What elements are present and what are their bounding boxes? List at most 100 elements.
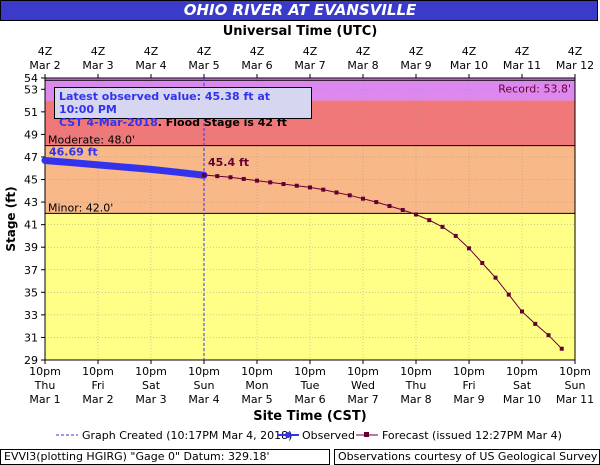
- top-tick-time: 4Z: [144, 45, 159, 58]
- bottom-tick-day: Mon: [245, 379, 268, 392]
- observed-label: Latest observed value:: [59, 90, 205, 103]
- forecast-point: [546, 333, 551, 338]
- top-tick-date: Mar 2: [29, 59, 60, 72]
- y-tick-label: 43: [24, 196, 38, 209]
- bottom-tick-date: Mar 5: [241, 393, 272, 406]
- bottom-tick-date: Mar 1: [29, 393, 60, 406]
- bottom-tick-time: 10pm: [188, 365, 220, 378]
- bottom-tick-time: 10pm: [453, 365, 485, 378]
- forecast-point: [453, 233, 458, 238]
- y-tick-label: 41: [24, 219, 38, 232]
- top-tick-time: 4Z: [462, 45, 477, 58]
- top-tick-time: 4Z: [38, 45, 53, 58]
- top-tick-time: 4Z: [568, 45, 583, 58]
- forecast-point: [347, 193, 352, 198]
- forecast-legend-icon: [356, 429, 378, 444]
- observed-info-line2: CST 4-Mar-2018. Flood Stage is 42 ft: [59, 116, 307, 129]
- top-tick-time: 4Z: [515, 45, 530, 58]
- observed-info-line1: Latest observed value: 45.38 ft at 10:00…: [59, 90, 307, 116]
- bottom-tick-day: Sat: [513, 379, 532, 392]
- top-tick-time: 4Z: [303, 45, 318, 58]
- observed-point: [95, 161, 101, 168]
- y-tick-label: 31: [24, 331, 38, 344]
- observed-point: [148, 166, 154, 173]
- record-label: Record: 53.8': [498, 82, 571, 95]
- bottom-tick-time: 10pm: [135, 365, 167, 378]
- legend: Graph Created (10:17PM Mar 4, 2018) Obse…: [0, 429, 600, 443]
- observed-info-box: Latest observed value: 45.38 ft at 10:00…: [54, 87, 312, 129]
- top-axis-title: Universal Time (UTC): [223, 24, 378, 39]
- y-tick-label: 35: [24, 286, 38, 299]
- forecast-point: [361, 196, 365, 201]
- y-tick-label: 51: [24, 106, 38, 119]
- bottom-tick-time: 10pm: [29, 365, 61, 378]
- bottom-tick-time: 10pm: [559, 365, 591, 378]
- top-tick-date: Mar 4: [135, 59, 166, 72]
- bottom-tick-date: Mar 10: [503, 393, 541, 406]
- forecast-point: [202, 173, 206, 178]
- bottom-tick-day: Sat: [142, 379, 161, 392]
- observed-point: [68, 159, 75, 166]
- bottom-tick-date: Mar 7: [347, 393, 378, 406]
- forecast-legend-label: Forecast (issued 12:27PM Mar 4): [382, 429, 562, 442]
- forecast-point: [520, 309, 524, 314]
- graph-created-legend-icon: [56, 429, 78, 444]
- datum-footer: EVVI3(plotting HGIRG) "Gage 0" Datum: 32…: [0, 449, 330, 465]
- forecast-point: [321, 187, 326, 192]
- bottom-tick-date: Mar 4: [188, 393, 219, 406]
- top-tick-date: Mar 5: [188, 59, 219, 72]
- forecast-point: [308, 185, 312, 190]
- top-tick-time: 4Z: [409, 45, 424, 58]
- observed-point: [174, 169, 181, 176]
- forecast-point: [228, 175, 233, 180]
- graph-created-legend-label: Graph Created (10:17PM Mar 4, 2018): [82, 429, 293, 442]
- bottom-tick-time: 10pm: [400, 365, 432, 378]
- forecast-start-label: 45.4 ft: [208, 156, 249, 169]
- forecast-point: [294, 183, 299, 188]
- forecast-point: [440, 224, 445, 229]
- title-bar: [0, 0, 598, 21]
- forecast-point: [334, 190, 339, 195]
- top-tick-date: Mar 7: [294, 59, 325, 72]
- y-tick-label: 33: [24, 309, 38, 322]
- top-tick-date: Mar 11: [503, 59, 541, 72]
- forecast-point: [480, 260, 485, 265]
- y-tick-label: 47: [24, 151, 38, 164]
- top-tick-date: Mar 6: [241, 59, 272, 72]
- forecast-point: [427, 218, 432, 223]
- bottom-tick-day: Fri: [462, 379, 475, 392]
- bottom-tick-date: Mar 9: [453, 393, 484, 406]
- y-tick-label: 39: [24, 241, 38, 254]
- forecast-point: [374, 200, 379, 205]
- bottom-tick-day: Tue: [300, 379, 320, 392]
- top-tick-time: 4Z: [356, 45, 371, 58]
- bottom-tick-date: Mar 11: [556, 393, 594, 406]
- flood-stage-text: . Flood Stage is 42 ft: [157, 116, 287, 129]
- top-tick-date: Mar 10: [450, 59, 488, 72]
- forecast-point: [387, 204, 392, 209]
- bottom-tick-time: 10pm: [294, 365, 326, 378]
- forecast-point: [281, 182, 286, 187]
- bottom-tick-day: Sun: [565, 379, 586, 392]
- top-tick-time: 4Z: [197, 45, 212, 58]
- bottom-tick-time: 10pm: [82, 365, 114, 378]
- bottom-tick-time: 10pm: [241, 365, 273, 378]
- forecast-point: [467, 246, 471, 251]
- bottom-tick-day: Thu: [34, 379, 56, 392]
- bottom-tick-date: Mar 3: [135, 393, 166, 406]
- bottom-tick-date: Mar 6: [294, 393, 325, 406]
- top-tick-date: Mar 9: [400, 59, 431, 72]
- observed-legend-label: Observed: [302, 429, 355, 442]
- minor-label: Minor: 42.0': [48, 201, 113, 214]
- minor-band: [45, 213, 575, 360]
- forecast-point: [400, 207, 405, 212]
- observed-point: [42, 157, 48, 164]
- forecast-point: [268, 180, 273, 185]
- y-tick-label: 49: [24, 128, 38, 141]
- top-tick-date: Mar 12: [556, 59, 594, 72]
- top-tick-time: 4Z: [91, 45, 106, 58]
- top-tick-date: Mar 8: [347, 59, 378, 72]
- bottom-tick-date: Mar 8: [400, 393, 431, 406]
- bottom-tick-day: Wed: [351, 379, 375, 392]
